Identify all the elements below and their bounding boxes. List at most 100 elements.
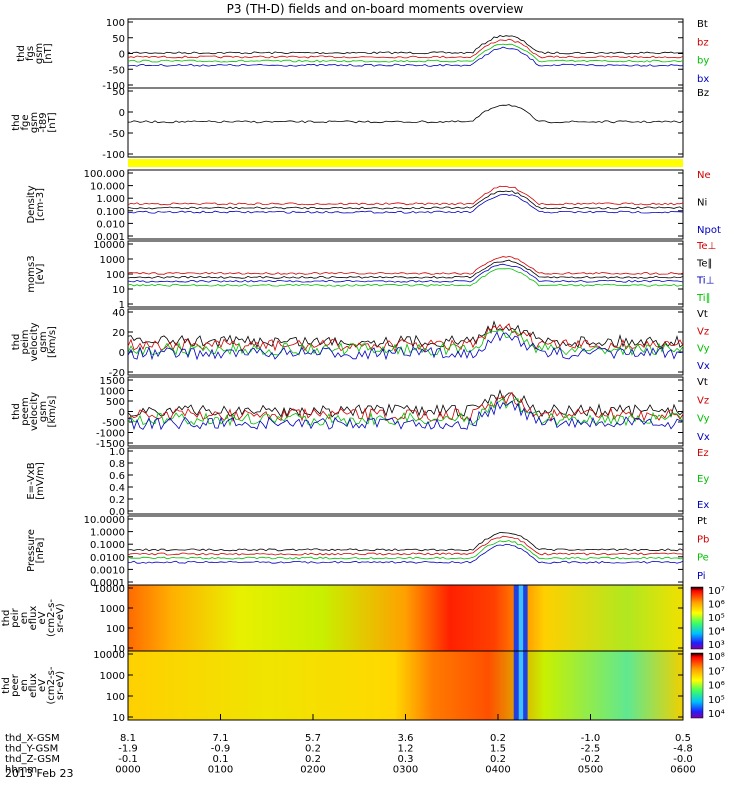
y-tick-label: 100.000 [84,169,125,180]
legend-entry: Vz [697,326,709,337]
spectrogram-band [128,585,683,651]
y-tick-label: 20 [112,328,125,339]
y-tick-label: 1 [119,300,125,311]
legend-entry: Vt [697,309,708,320]
series-trace [127,185,684,206]
legend-entry: Bt [697,19,708,30]
y-tick-label: -20 [109,368,125,379]
legend-entry: Vx [697,361,710,372]
panel-3: 100.000 10.0001.000 0.1000.010 0.001 Density… [26,169,721,243]
y-tick-label: 10000 [93,584,125,595]
y-axis-label: gsm [34,43,45,64]
y-axis-label: peim [20,329,31,354]
panel-frame [127,376,684,447]
x-tick-label: 0.5 [675,733,691,744]
legend-entry: Bz [697,88,709,99]
y-axis-label: [nPa] [35,537,46,563]
series-trace [127,263,684,283]
x-tick-label: 0500 [578,765,603,776]
y-tick-label: -50 [109,129,125,140]
y-axis-label: eflux [28,606,39,631]
legend-entry: Pt [697,516,707,527]
y-tick-label: 10.000 [90,182,125,193]
y-tick-label: 0 [119,108,125,119]
x-row-label: thd_X-GSM [5,733,60,744]
colorbar-tick-label: 10⁷ [708,586,725,597]
y-axis-label: eV [37,611,48,624]
x-tick-label: 0.2 [490,754,506,765]
y-tick-label: 1.000 [96,194,125,205]
x-tick-label: 0.2 [305,754,321,765]
x-row-label: thd_Y-GSM [5,744,58,755]
series-trace [127,35,684,55]
x-tick-label: 0.1 [213,754,229,765]
y-axis-label: [nT] [43,43,54,63]
y-axis-label: fge [20,114,31,130]
y-tick-label: 500 [106,397,125,408]
legend-entry: Ne [697,170,711,181]
y-axis-label: (cm2-s- [46,666,57,704]
x-tick-label: -2.5 [581,744,601,755]
series-trace [127,190,684,210]
y-axis-label: Density [26,185,37,223]
series-trace [127,259,684,279]
x-tick-label: 0.2 [305,744,321,755]
y-tick-label: 50 [112,87,125,98]
colorbar-tick-label: 10⁷ [708,666,725,677]
series-trace [127,397,684,427]
legend-entry: Ez [697,448,709,459]
series-trace [127,323,684,353]
colorbar-tick-label: 10³ [708,640,725,651]
y-axis-label: velocity [29,392,40,431]
y-axis-label: sr-eV) [55,671,66,700]
legend-entry: Vz [697,395,709,406]
x-tick-label: 0100 [208,765,233,776]
series-trace [127,268,684,287]
panel-frame [127,308,684,376]
x-tick-label: -0.2 [581,754,601,765]
x-tick-label: -1.0 [581,733,601,744]
y-tick-label: 0.6 [109,471,125,482]
colorbar-tick-label: 10⁵ [708,695,725,706]
y-axis-label: Pressure [26,529,37,572]
panel-10: 10⁸ 10⁷ 10⁶ 10⁵ 10⁴ 10000 1000 100 10 thdpeerenef… [1,650,725,724]
x-tick-label: 7.1 [213,733,229,744]
y-tick-label: 0 [119,408,125,419]
colorbar [690,652,704,719]
y-axis-label: [cm-3] [35,188,46,221]
legend-entry: Te⊥ [696,241,716,252]
x-tick-label: 0.3 [398,754,414,765]
series-trace [127,104,684,124]
series-trace [127,391,684,423]
y-axis-label: gsm [38,401,49,422]
series-trace [127,389,684,419]
y-tick-label: 10 [112,644,125,655]
y-tick-label: 0.0100 [90,553,125,564]
legend-entry: Vt [697,377,708,388]
x-tick-label: -0.9 [211,744,231,755]
series-trace [127,38,684,59]
colorbar-tick-label: 10⁴ [708,709,725,720]
series-trace [127,540,684,560]
legend-entry: Pe [697,553,709,564]
colorbar-tick-label: 10⁶ [708,681,725,692]
legend-entry: Te∥ [696,258,713,269]
legend-entry: Ey [697,474,709,485]
panel-frame [127,515,684,586]
y-tick-label: 1000 [100,387,125,398]
panel-4: 10000 1000 100 10 1 moms3[eV] Te⊥ Te∥ Ti⊥ Ti∥ [26,240,716,311]
x-tick-label: -4.8 [673,744,693,755]
y-axis-label: thd [11,114,22,131]
series-trace [127,535,684,556]
y-axis-label: gsm [38,331,49,352]
panel-frame [127,240,684,308]
x-row-label: thd_Z-GSM [5,754,60,765]
y-axis-label: thd [1,677,12,694]
y-tick-label: 10000 [93,650,125,661]
y-tick-label: 1000 [100,671,125,682]
